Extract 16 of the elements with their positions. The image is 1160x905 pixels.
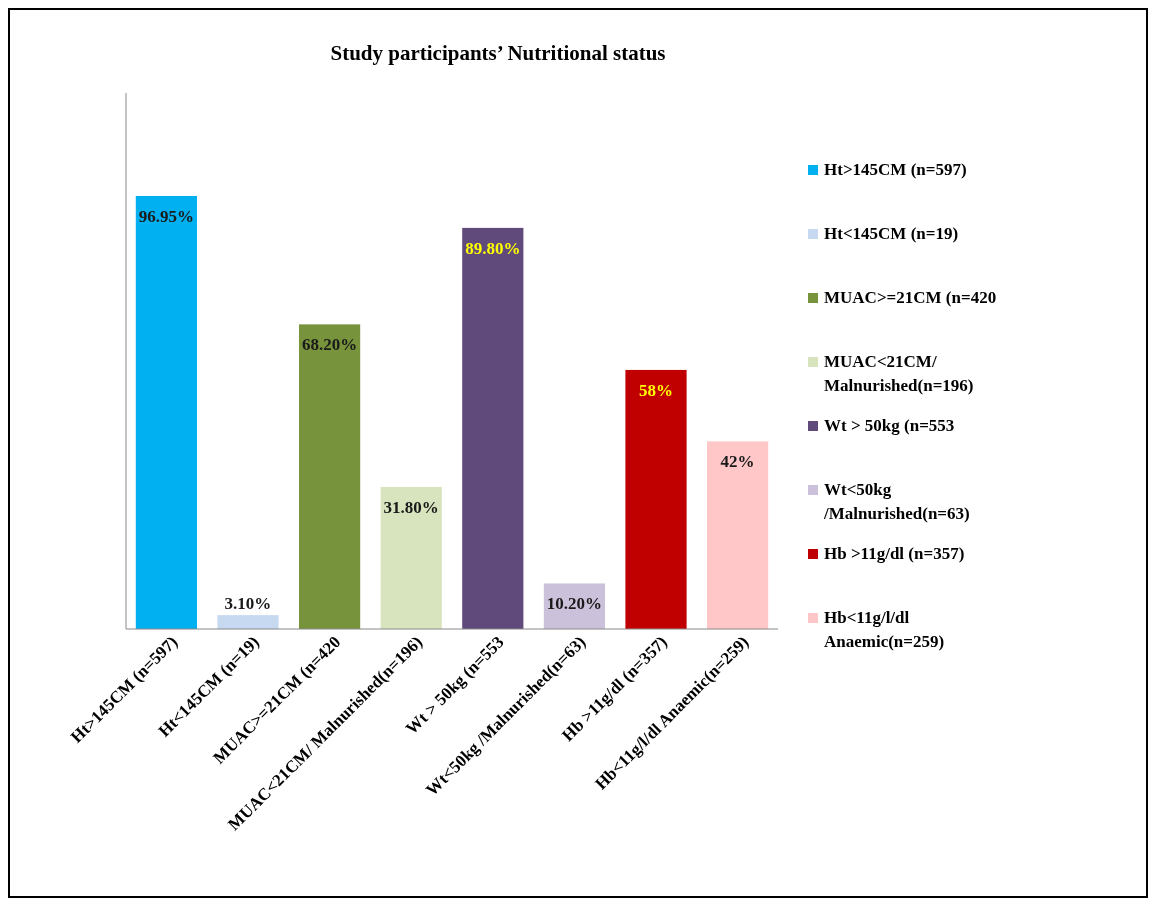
legend-label: MUAC<21CM/ Malnurished(n=196) [824,352,974,395]
chart-title: Study participants’ Nutritional status [330,41,666,65]
legend-label: Wt > 50kg (n=553 [824,416,955,435]
legend-label: MUAC>=21CM (n=420 [824,288,997,307]
legend-label: Wt<50kg /Malnurished(n=63) [823,480,970,523]
data-label: 42% [720,452,755,472]
data-label: 89.80% [465,238,521,258]
legend-label: Ht<145CM (n=19) [824,224,959,243]
data-label: 10.20% [546,594,603,614]
data-label: 96.95% [138,206,195,226]
legend-label: Hb >11g/dl (n=357) [824,544,965,563]
data-label: 68.20% [301,335,358,355]
data-label: 31.80% [383,497,439,517]
data-label: 58% [639,380,674,400]
data-label: 3.10% [224,594,272,614]
legend-label: Ht>145CM (n=597) [824,160,967,179]
